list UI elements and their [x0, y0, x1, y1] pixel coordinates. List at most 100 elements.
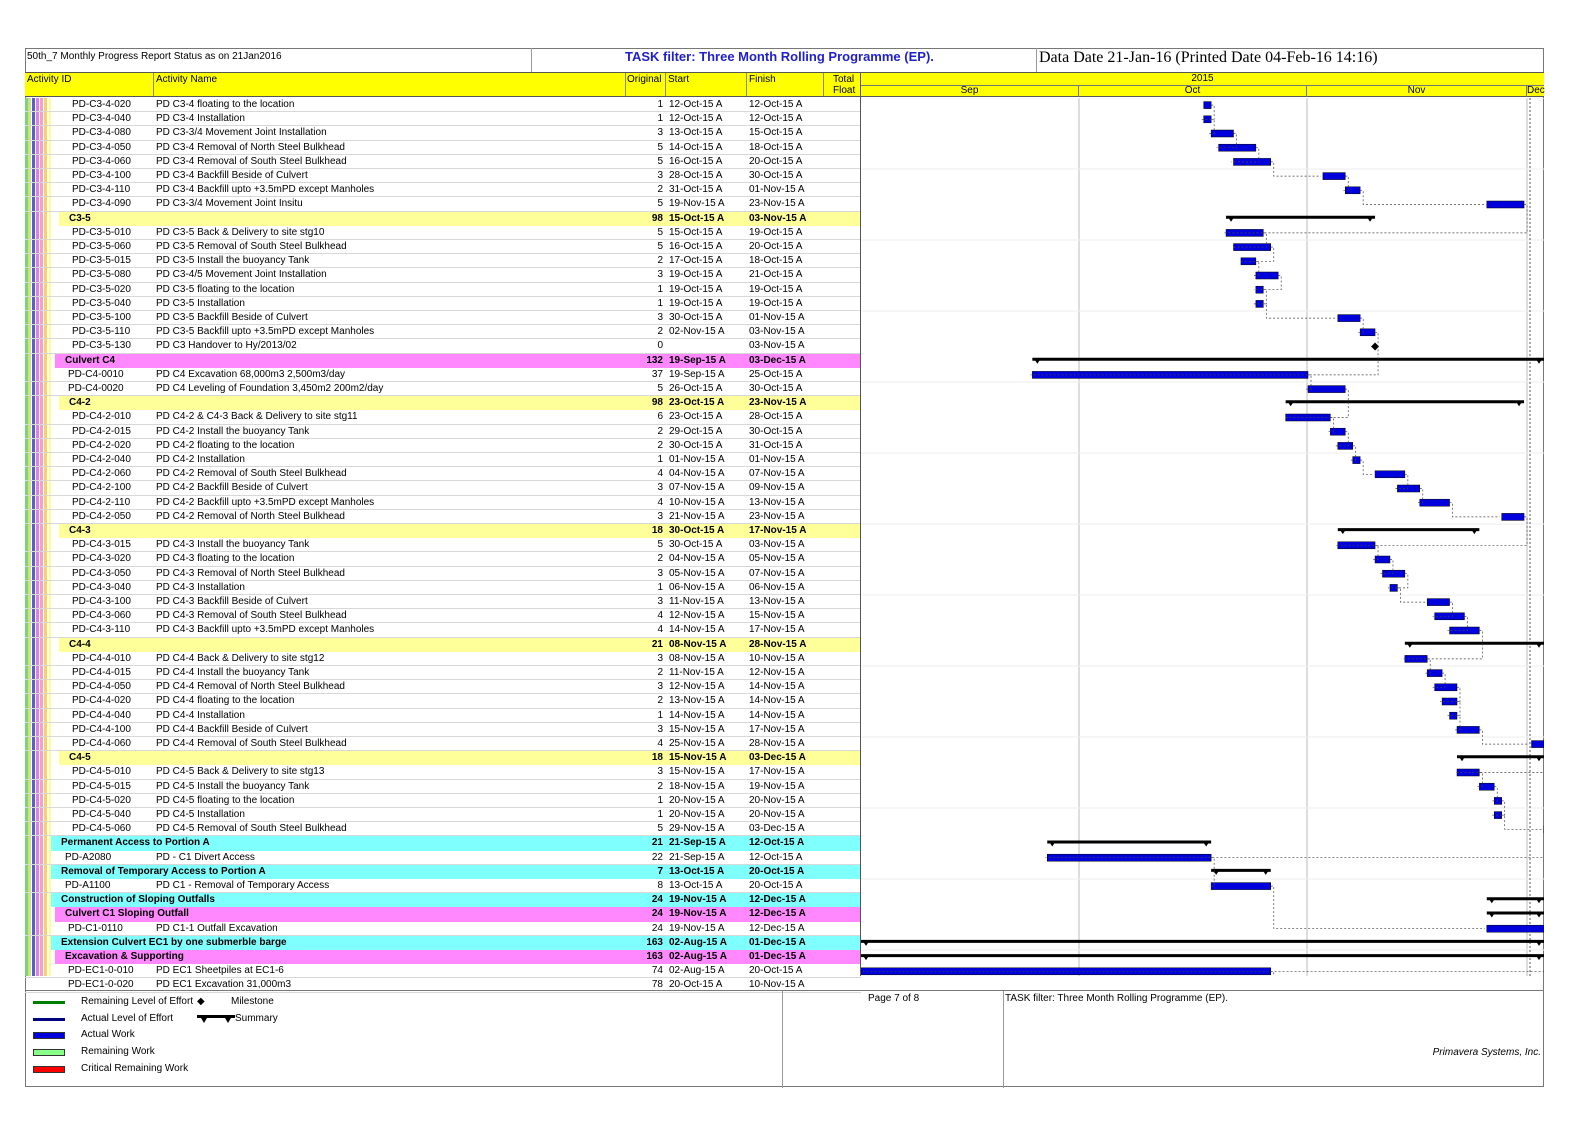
activity-row[interactable]: PD-C3-4-040 PD C3-4 Installation 1 12-Oct-1…: [25, 112, 861, 127]
activity-row[interactable]: PD-C4-4-050 PD C4-4 Removal of North Stee…: [25, 680, 861, 695]
activity-row[interactable]: PD-C3-4-090 PD C3-3/4 Movement Joint Insi…: [25, 197, 861, 212]
activity-row[interactable]: PD-C4-2-015 PD C4-2 Install the buoyancy …: [25, 425, 861, 439]
activity-row[interactable]: PD-C4-4-060 PD C4-4 Removal of South Stee…: [25, 737, 861, 752]
activity-row[interactable]: PD-C3-5-110 PD C3-5 Backfill upto +3.5mPD…: [25, 325, 861, 340]
relationship-line: [1335, 516, 1528, 546]
col-activity-id[interactable]: Activity ID: [27, 74, 72, 85]
wbs-summary-row[interactable]: C4-5 18 15-Nov-15 A 03-Dec-15 A: [59, 751, 861, 766]
activity-row[interactable]: PD-C4-2-100 PD C4-2 Backfill Beside of Cu…: [25, 481, 861, 496]
original-duration: 3: [657, 723, 663, 735]
start-date: 19-Oct-15 A: [669, 297, 723, 309]
wbs-name: C4-5: [69, 752, 91, 764]
finish-date: 23-Nov-15 A: [749, 510, 805, 522]
col-activity-name[interactable]: Activity Name: [156, 74, 218, 85]
finish-date: 03-Nov-15 A: [749, 212, 807, 224]
activity-row[interactable]: PD-C3-5-010 PD C3-5 Back & Delivery to si…: [25, 226, 861, 240]
start-date: 12-Oct-15 A: [669, 113, 723, 125]
actual-work-bar: [1210, 882, 1271, 890]
finish-date: 12-Oct-15 A: [749, 113, 803, 125]
activity-row[interactable]: PD-A2080 PD - C1 Divert Access 22 21-Sep-15…: [25, 851, 861, 865]
relationship-line: [1350, 445, 1357, 461]
finish-date: 25-Oct-15 A: [749, 368, 803, 380]
activity-row[interactable]: PD-C4-5-015 PD C4-5 Install the buoyancy …: [25, 780, 861, 794]
col-total[interactable]: Total: [833, 74, 855, 85]
wbs-summary-row[interactable]: Removal of Temporary Access to Portion A…: [51, 864, 861, 879]
activity-row[interactable]: PD-C4-0020 PD C4 Leveling of Foundation 3…: [25, 382, 861, 397]
activity-row[interactable]: PD-C3-4-100 PD C3-4 Backfill Beside of Cu…: [25, 169, 861, 184]
legend-swatch: [33, 1017, 65, 1021]
activity-row[interactable]: PD-C4-5-040 PD C4-5 Installation 1 20-Nov-1…: [25, 808, 861, 823]
activity-row[interactable]: PD-C4-2-110 PD C4-2 Backfill upto +3.5mPD…: [25, 496, 861, 510]
wbs-summary-row[interactable]: Culvert C1 Sloping Outfall 24 19-Nov-15 A 1…: [55, 907, 861, 922]
col-start[interactable]: Start: [668, 74, 690, 85]
finish-date: 20-Oct-15 A: [749, 865, 805, 877]
activity-row[interactable]: PD-C3-4-060 PD C3-4 Removal of South Stee…: [25, 155, 861, 169]
col-float[interactable]: Float: [833, 85, 856, 96]
activity-row[interactable]: PD-C4-3-015 PD C4-3 Install the buoyancy …: [25, 538, 861, 553]
activity-row[interactable]: PD-C4-5-010 PD C4-5 Back & Delivery to si…: [25, 765, 861, 780]
finish-date: 15-Oct-15 A: [749, 127, 803, 139]
activity-row[interactable]: PD-C4-2-010 PD C4-2 & C4-3 Back & Deliver…: [25, 410, 861, 425]
activity-row[interactable]: PD-C4-2-020 PD C4-2 floating to the locat…: [25, 439, 861, 453]
activity-row[interactable]: PD-C4-5-060 PD C4-5 Removal of South Stee…: [25, 822, 861, 837]
timescale-year: 2015: [861, 73, 1544, 86]
original-duration: 3: [657, 127, 663, 139]
wbs-summary-row[interactable]: C3-5 98 15-Oct-15 A 03-Nov-15 A: [59, 211, 861, 226]
summary-bar: [1226, 215, 1376, 222]
activity-row[interactable]: PD-C3-5-080 PD C3-4/5 Movement Joint Inst…: [25, 268, 861, 283]
relationship-line: [1216, 133, 1237, 149]
col-finish[interactable]: Finish: [749, 74, 776, 85]
activity-row[interactable]: PD-C4-4-100 PD C4-4 Backfill Beside of Cu…: [25, 723, 861, 737]
wbs-summary-row[interactable]: Extension Culvert EC1 by one submerble b…: [51, 935, 861, 950]
activity-name: PD C4-2 floating to the location: [156, 439, 295, 451]
activity-row[interactable]: PD-C3-5-130 PD C3 Handover to Hy/2013/02 0…: [25, 339, 861, 354]
activity-row[interactable]: PD-C4-4-020 PD C4-4 floating to the locat…: [25, 694, 861, 709]
activity-row[interactable]: PD-C4-2-060 PD C4-2 Removal of South Stee…: [25, 467, 861, 482]
activity-row[interactable]: PD-C4-0010 PD C4 Excavation 68,000m3 2,50…: [25, 368, 861, 382]
activity-row[interactable]: PD-A1100 PD C1 - Removal of Temporary Acc…: [25, 879, 861, 894]
wbs-summary-row[interactable]: C4-3 18 30-Oct-15 A 17-Nov-15 A: [59, 524, 861, 539]
actual-work-bar: [1486, 200, 1525, 209]
activity-row[interactable]: PD-C3-5-015 PD C3-5 Install the buoyancy …: [25, 254, 861, 269]
relationship-line: [1030, 331, 1379, 376]
relationship-line: [1209, 857, 1215, 887]
activity-row[interactable]: PD-C4-2-040 PD C4-2 Installation 1 01-Nov-1…: [25, 453, 861, 468]
activity-row[interactable]: PD-C4-3-040 PD C4-3 Installation 1 06-Nov-1…: [25, 581, 861, 595]
activity-row[interactable]: PD-C4-3-060 PD C4-3 Removal of South Stee…: [25, 609, 861, 624]
activity-row[interactable]: PD-C4-3-110 PD C4-3 Backfill upto +3.5mPD…: [25, 623, 861, 638]
activity-row[interactable]: PD-EC1-0-010 PD EC1 Sheetpiles at EC1-6 74…: [25, 964, 861, 979]
wbs-summary-row[interactable]: Excavation & Supporting 163 02-Aug-15 A 01-…: [55, 950, 861, 965]
activity-row[interactable]: PD-C4-4-010 PD C4-4 Back & Delivery to si…: [25, 652, 861, 666]
relationship-line: [1447, 615, 1468, 631]
activity-row[interactable]: PD-C3-4-020 PD C3-4 floating to the locat…: [25, 98, 861, 113]
activity-row[interactable]: PD-C4-3-020 PD C4-3 floating to the locat…: [25, 552, 861, 567]
activity-row[interactable]: PD-C3-4-110 PD C3-4 Backfill upto +3.5mPD…: [25, 183, 861, 198]
finish-date: 20-Nov-15 A: [749, 794, 805, 806]
wbs-summary-row[interactable]: Culvert C4 132 19-Sep-15 A 03-Dec-15 A: [55, 353, 861, 368]
wbs-summary-row[interactable]: C4-4 21 08-Nov-15 A 28-Nov-15 A: [59, 637, 861, 652]
col-original[interactable]: Original: [627, 74, 662, 85]
finish-date: 30-Oct-15 A: [749, 425, 803, 437]
relationship-line: [1440, 686, 1461, 702]
activity-name: PD C3-5 floating to the location: [156, 283, 295, 295]
wbs-summary-row[interactable]: Construction of Sloping Outfalls 24 19-Nov…: [51, 893, 861, 908]
activity-row[interactable]: PD-C4-5-020 PD C4-5 floating to the locat…: [25, 794, 861, 808]
wbs-summary-row[interactable]: Permanent Access to Portion A 21 21-Sep-15…: [51, 836, 861, 851]
start-date: 05-Nov-15 A: [669, 567, 725, 579]
activity-row[interactable]: PD-C3-4-080 PD C3-3/4 Movement Joint Inst…: [25, 126, 861, 141]
activity-row[interactable]: PD-C3-5-100 PD C3-5 Backfill Beside of Cu…: [25, 311, 861, 326]
activity-row[interactable]: PD-C3-5-060 PD C3-5 Removal of South Stee…: [25, 240, 861, 255]
activity-row[interactable]: PD-C4-4-015 PD C4-4 Install the buoyancy …: [25, 666, 861, 681]
activity-row[interactable]: PD-C1-0110 PD C1-1 Outfall Excavation 24 19…: [25, 922, 861, 936]
start-date: 30-Oct-15 A: [669, 312, 723, 323]
activity-row[interactable]: PD-C4-3-100 PD C4-3 Backfill Beside of Cu…: [25, 595, 861, 610]
activity-row[interactable]: PD-EC1-0-020 PD EC1 Excavation 31,000m3 78…: [25, 978, 861, 993]
activity-row[interactable]: PD-C3-5-040 PD C3-5 Installation 1 19-Oct-1…: [25, 297, 861, 311]
activity-row[interactable]: PD-C3-5-020 PD C3-5 floating to the locat…: [25, 283, 861, 297]
activity-row[interactable]: PD-C3-4-050 PD C3-4 Removal of North Stee…: [25, 141, 861, 155]
activity-row[interactable]: PD-C4-3-050 PD C4-3 Removal of North Stee…: [25, 567, 861, 581]
finish-date: 30-Oct-15 A: [749, 383, 803, 394]
activity-row[interactable]: PD-C4-4-040 PD C4-4 Installation 1 14-Nov-1…: [25, 709, 861, 723]
activity-row[interactable]: PD-C4-2-050 PD C4-2 Removal of North Stee…: [25, 510, 861, 524]
wbs-summary-row[interactable]: C4-2 98 23-Oct-15 A 23-Nov-15 A: [59, 396, 861, 411]
